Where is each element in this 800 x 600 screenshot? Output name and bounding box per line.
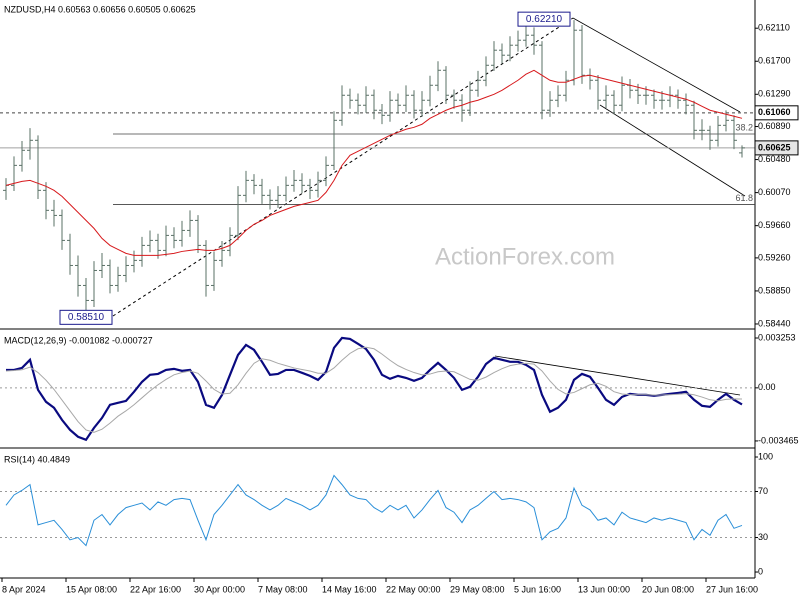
fib-label: 38.2 [735, 122, 753, 132]
indicator-line [5, 474, 743, 547]
price-label: 0.60625 [758, 142, 791, 152]
y-tick-label: -0.003465 [758, 435, 799, 445]
channel-line [599, 104, 746, 197]
y-tick-label: 0.61700 [758, 56, 791, 66]
panel-title: NZDUSD,H4 0.60563 0.60656 0.60505 0.6062… [4, 4, 196, 14]
price-label-box [754, 105, 799, 121]
panel-title: MACD(12,26,9) -0.001082 -0.000727 [4, 335, 153, 345]
x-tick-label: 15 Apr 08:00 [66, 584, 117, 594]
x-tick-label: 27 Jun 16:00 [706, 584, 758, 594]
annotation-label: 0.58510 [68, 312, 105, 323]
y-tick-label: 0.003253 [758, 332, 796, 342]
y-tick-label: 0.59260 [758, 252, 791, 262]
x-tick-label: 30 Apr 00:00 [194, 584, 245, 594]
y-tick-label: 0.62110 [758, 23, 790, 33]
moving-average [5, 69, 743, 256]
annotation-box [517, 11, 571, 27]
fib-label: 61.8 [735, 193, 753, 203]
x-tick-label: 7 May 08:00 [258, 584, 308, 594]
y-tick-label: 0.60070 [758, 187, 791, 197]
y-tick-label: 70 [758, 486, 768, 496]
channel-line [572, 17, 741, 113]
price-label: 0.61060 [758, 107, 791, 117]
x-tick-label: 8 Apr 2024 [2, 584, 46, 594]
price-label-box [754, 140, 799, 156]
x-tick-label: 5 Jun 16:00 [514, 584, 561, 594]
y-tick-label: 0.60480 [758, 154, 791, 164]
x-tick-label: 29 May 08:00 [450, 584, 505, 594]
x-tick-label: 13 Jun 00:00 [578, 584, 630, 594]
trend-line [112, 17, 574, 317]
y-tick-label: 30 [758, 532, 768, 542]
y-tick-label: 0.59660 [758, 220, 791, 230]
x-tick-label: 22 Apr 16:00 [130, 584, 181, 594]
y-tick-label: 100 [758, 451, 773, 461]
panel-title: RSI(14) 40.4849 [4, 454, 70, 464]
macd-line [6, 336, 743, 442]
y-tick-label: 0.00 [758, 382, 776, 392]
frame [0, 0, 756, 579]
watermark: ActionForex.com [435, 243, 615, 270]
x-tick-label: 20 Jun 08:00 [642, 584, 694, 594]
macd-line [5, 346, 743, 433]
trend-line [494, 355, 741, 396]
y-tick-label: 0.58850 [758, 285, 791, 295]
y-tick-label: 0.58440 [758, 318, 791, 328]
annotation-label: 0.62210 [526, 14, 563, 25]
y-tick-label: 0.61290 [758, 89, 791, 99]
x-tick-label: 22 May 00:00 [386, 584, 441, 594]
x-tick-label: 14 May 16:00 [322, 584, 377, 594]
y-tick-label: 0 [758, 566, 763, 576]
annotation-box [59, 309, 113, 325]
y-tick-label: 0.60890 [758, 121, 791, 131]
